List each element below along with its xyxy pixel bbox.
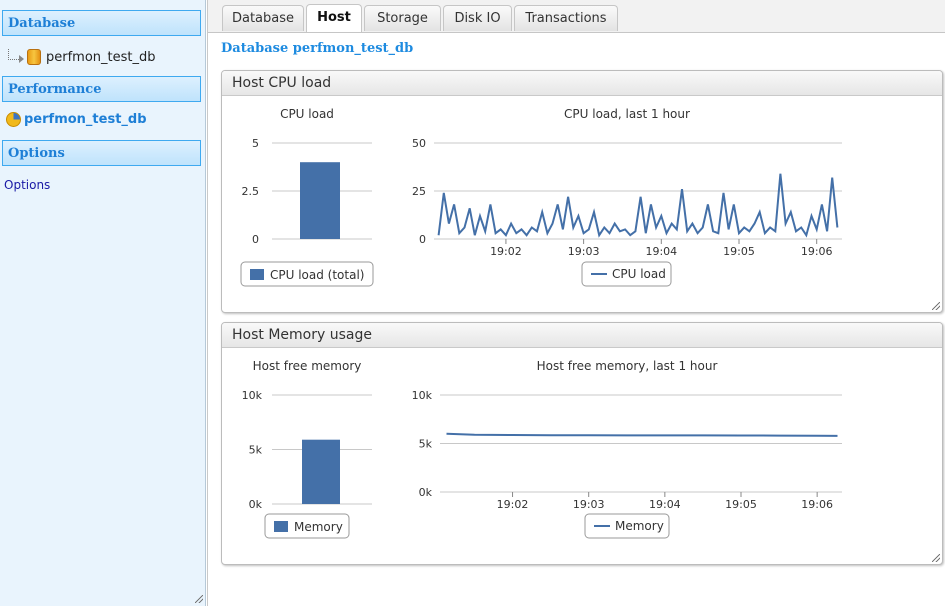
- chart-title: CPU load, last 1 hour: [564, 107, 690, 121]
- legend-box: [584, 513, 670, 539]
- tab-bar: Database Host Storage Disk IO Transactio…: [208, 0, 945, 33]
- sidebar-item-database[interactable]: perfmon_test_db: [8, 48, 156, 66]
- sidebar-item-label: perfmon_test_db: [24, 112, 147, 127]
- sidebar: Database perfmon_test_db Performance per…: [0, 0, 206, 606]
- x-tick-label: 19:04: [645, 245, 677, 258]
- sidebar-heading-options[interactable]: Options: [2, 140, 201, 166]
- resize-grip-icon[interactable]: [932, 302, 940, 310]
- panel-title: Host Memory usage: [222, 323, 942, 348]
- y-tick-label: 0: [252, 233, 259, 246]
- y-tick-label: 0k: [419, 486, 433, 499]
- sidebar-heading-database[interactable]: Database: [2, 10, 201, 36]
- page-title: Database perfmon_test_db: [221, 41, 414, 56]
- options-link[interactable]: Options: [4, 178, 51, 192]
- legend-box: [581, 261, 672, 287]
- chart-title: Host free memory: [253, 359, 362, 373]
- y-tick-label: 10k: [242, 389, 263, 402]
- chart-title: Host free memory, last 1 hour: [537, 359, 718, 373]
- main-content: Database Host Storage Disk IO Transactio…: [207, 0, 945, 606]
- bar: [300, 162, 340, 239]
- memory-charts: Host free memory 0k 5k 10k Memory Host free m…: [242, 359, 842, 539]
- y-tick-label: 0k: [249, 498, 263, 511]
- y-tick-label: 2.5: [242, 185, 260, 198]
- database-icon: [27, 49, 41, 65]
- sidebar-item-performance[interactable]: perfmon_test_db: [6, 112, 147, 127]
- x-tick-label: 19:04: [649, 498, 681, 511]
- sidebar-heading-performance[interactable]: Performance: [2, 76, 201, 102]
- tab-disk-io[interactable]: Disk IO: [443, 5, 512, 31]
- x-tick-label: 19:03: [568, 245, 600, 258]
- legend-label: CPU load: [612, 267, 666, 281]
- legend-swatch: [250, 269, 264, 280]
- pie-chart-icon: [6, 112, 21, 127]
- y-tick-label: 25: [412, 185, 426, 198]
- resize-grip-icon[interactable]: [195, 595, 203, 603]
- y-tick-label: 5k: [419, 438, 433, 451]
- y-tick-label: 0: [419, 233, 426, 246]
- x-tick-label: 19:05: [723, 245, 755, 258]
- host-memory-panel: Host Memory usage Host free memory 0k 5k 10…: [221, 322, 943, 565]
- x-tick-label: 19:06: [801, 245, 833, 258]
- tab-storage[interactable]: Storage: [364, 5, 441, 31]
- series-line: [437, 173, 839, 238]
- tab-transactions[interactable]: Transactions: [514, 5, 618, 31]
- x-tick-label: 19:03: [573, 498, 605, 511]
- legend-label: Memory: [294, 520, 343, 534]
- tab-host[interactable]: Host: [306, 4, 362, 32]
- host-cpu-panel: Host CPU load CPU load 0 2.5 5 CPU load (tot…: [221, 70, 943, 313]
- legend-label: Memory: [615, 519, 664, 533]
- legend-box: [240, 261, 374, 287]
- series-line: [446, 432, 838, 437]
- y-tick-label: 5k: [249, 444, 263, 457]
- legend-label: CPU load (total): [270, 268, 364, 282]
- tree-expander-icon[interactable]: [8, 48, 24, 63]
- tab-database[interactable]: Database: [222, 5, 304, 31]
- x-tick-label: 19:02: [497, 498, 529, 511]
- x-tick-label: 19:06: [801, 498, 833, 511]
- legend-swatch: [274, 521, 288, 532]
- resize-grip-icon[interactable]: [932, 554, 940, 562]
- panel-title: Host CPU load: [222, 71, 942, 96]
- x-tick-label: 19:05: [725, 498, 757, 511]
- bar: [302, 439, 340, 504]
- x-tick-label: 19:02: [490, 245, 522, 258]
- chart-title: CPU load: [280, 107, 334, 121]
- y-tick-label: 10k: [412, 389, 433, 402]
- cpu-charts: CPU load 0 2.5 5 CPU load (total) CPU load, l…: [240, 107, 842, 287]
- y-tick-label: 5: [252, 137, 259, 150]
- sidebar-item-label: perfmon_test_db: [46, 49, 156, 65]
- y-tick-label: 50: [412, 137, 426, 150]
